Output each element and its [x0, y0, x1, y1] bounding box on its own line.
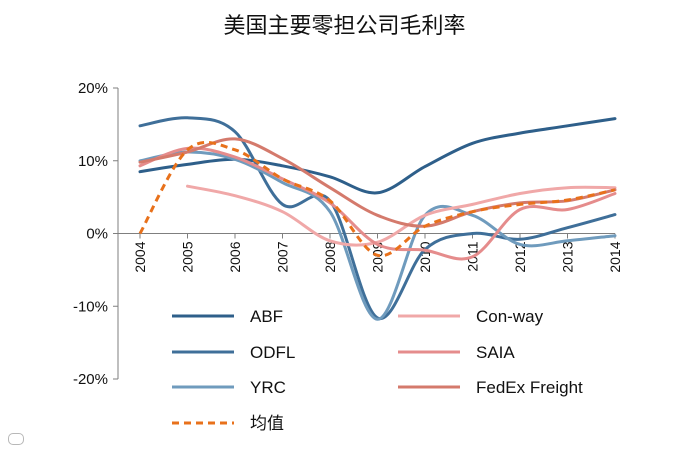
x-tick-label: 2012 — [512, 241, 528, 272]
chart-title: 美国主要零担公司毛利率 — [223, 14, 466, 39]
series-line-odfl — [138, 116, 617, 320]
x-tick-label: 2014 — [607, 241, 623, 272]
legend-label: ABF — [250, 307, 283, 326]
y-tick-label: -10% — [73, 298, 108, 315]
legend: ABF Con-way ODFL SAIA YRC FedEx Freight 均值 — [172, 307, 583, 433]
x-tick-label: 2013 — [560, 241, 576, 272]
series-line-mean — [138, 140, 616, 258]
series-line-abf — [138, 117, 617, 195]
x-tick-label: 2005 — [180, 241, 196, 272]
x-tick-label: 2006 — [227, 241, 243, 272]
y-tick-label: -20% — [73, 371, 108, 388]
legend-label: Con-way — [476, 307, 544, 326]
series-line-con-way — [186, 184, 617, 247]
legend-label: YRC — [250, 378, 286, 397]
watermark-logo-icon — [8, 433, 24, 445]
series-line-fedex-freight — [138, 137, 617, 228]
series-lines — [138, 116, 617, 321]
series-line-yrc — [138, 150, 617, 321]
x-tick-label: 2007 — [275, 241, 291, 272]
legend-label: FedEx Freight — [476, 378, 583, 397]
legend-label: ODFL — [250, 343, 295, 362]
legend-label: SAIA — [476, 343, 515, 362]
x-tick-label: 2008 — [322, 241, 338, 272]
y-tick-label: 10% — [78, 153, 108, 170]
series-line-saia — [138, 146, 617, 261]
y-tick-label: 0% — [86, 226, 108, 243]
legend-label: 均值 — [250, 414, 284, 433]
axes: 20% 10% 0% -10% -20% 2004 2005 2006 2007 2008 2009… — [73, 80, 623, 388]
watermark — [8, 433, 24, 445]
x-tick-label: 2009 — [370, 241, 386, 272]
x-tick-label: 2004 — [132, 241, 148, 272]
y-tick-label: 20% — [78, 80, 108, 97]
